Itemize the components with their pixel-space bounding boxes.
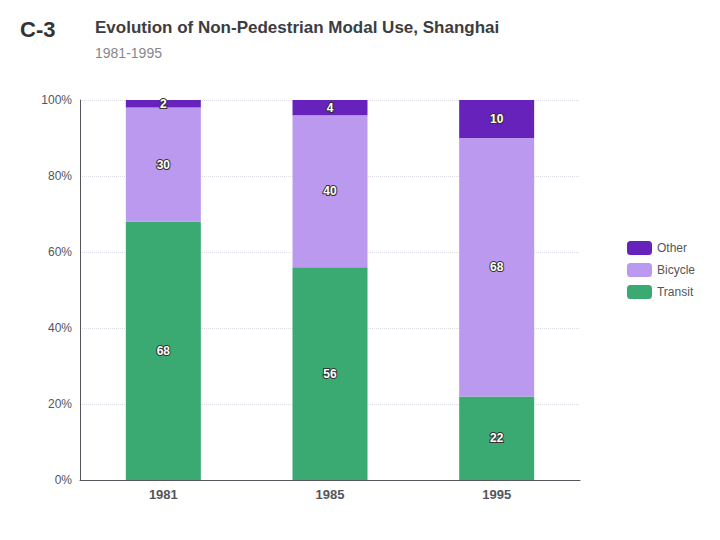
svg-text:1995: 1995 [482,487,511,502]
svg-text:C-3: C-3 [20,17,55,42]
svg-text:60%: 60% [48,245,72,259]
svg-text:Evolution of Non-Pedestrian Mo: Evolution of Non-Pedestrian Modal Use, S… [95,18,499,37]
svg-text:40%: 40% [48,321,72,335]
svg-text:40: 40 [323,184,337,198]
svg-text:22: 22 [490,431,504,445]
svg-text:2: 2 [160,97,167,111]
svg-text:68: 68 [157,344,171,358]
svg-text:68: 68 [490,260,504,274]
svg-text:4: 4 [327,101,334,115]
svg-text:1981: 1981 [149,487,178,502]
svg-text:100%: 100% [41,93,72,107]
svg-text:20%: 20% [48,397,72,411]
svg-text:30: 30 [157,158,171,172]
svg-text:Bicycle: Bicycle [657,263,695,277]
svg-text:Transit: Transit [657,285,694,299]
svg-text:10: 10 [490,112,504,126]
svg-text:56: 56 [323,367,337,381]
svg-text:1981-1995: 1981-1995 [95,45,162,61]
svg-text:1985: 1985 [316,487,345,502]
svg-text:Other: Other [657,241,687,255]
svg-text:0%: 0% [55,473,73,487]
svg-text:80%: 80% [48,169,72,183]
